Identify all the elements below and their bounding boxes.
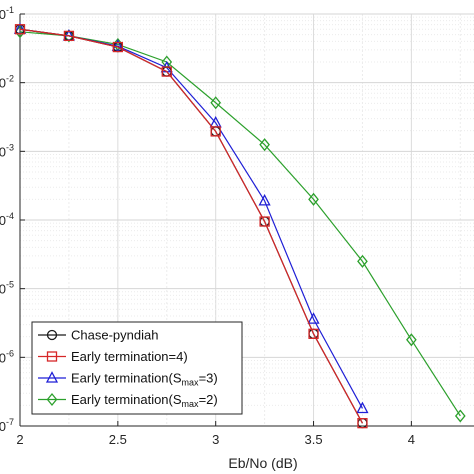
legend-entry: Early termination(Smax=2) (38, 392, 218, 409)
x-tick-label: 3.5 (304, 432, 322, 447)
legend: Chase-pyndiah Early termination=4) Early t… (31, 321, 243, 415)
series-square (14, 24, 368, 429)
legend-label: Early termination=4) (71, 349, 188, 364)
x-tick-label: 3 (212, 432, 219, 447)
data-point (210, 126, 221, 137)
legend-marker (45, 371, 59, 383)
legend-marker (46, 392, 58, 407)
y-tick-label: 0-5 (0, 280, 14, 297)
data-point (14, 24, 26, 35)
y-tick-label: 0-2 (0, 74, 14, 91)
axes (19, 13, 474, 427)
tick-labels: 2 2.5 3 3.5 4 0-1 0-2 0-3 0-4 0-5 0-6 0-7 (0, 5, 415, 447)
data-point (112, 41, 123, 53)
data-point (161, 66, 172, 77)
legend-marker (46, 329, 58, 341)
data-point (259, 216, 270, 227)
series-line (19, 28, 363, 424)
data-point (63, 29, 75, 43)
legend-entry: Early termination(Smax=3) (38, 371, 218, 388)
legend-label: Early termination(Smax=2) (71, 392, 218, 409)
data-point (307, 312, 320, 324)
legend-entry: Early termination=4) (38, 349, 188, 364)
y-tick-label: 0-7 (0, 417, 14, 434)
data-point (357, 418, 368, 429)
x-tick-label: 2.5 (109, 432, 127, 447)
data-point (454, 409, 466, 423)
legend-marker (46, 351, 58, 362)
x-tick-label: 2 (16, 432, 23, 447)
legend-label: Chase-pyndiah (71, 328, 158, 343)
legend-entry: Chase-pyndiah (38, 328, 158, 343)
data-point (111, 39, 124, 51)
data-point (357, 254, 368, 268)
y-tick-label: 0-1 (0, 5, 14, 22)
legend-label: Early termination(Smax=3) (71, 371, 218, 388)
y-tick-label: 0-4 (0, 211, 14, 228)
legend-box (31, 321, 243, 415)
data-point (258, 193, 271, 206)
data-point (63, 30, 75, 42)
series-line (19, 31, 461, 417)
y-tick-label: 0-3 (0, 142, 14, 159)
data-point (308, 328, 319, 339)
x-axis-label: Eb/No (dB) (228, 455, 297, 471)
series-group (13, 22, 466, 429)
y-tick-label: 0-6 (0, 348, 14, 365)
data-point (356, 401, 369, 414)
data-point (210, 96, 222, 110)
data-point (406, 333, 417, 347)
data-point (259, 138, 270, 152)
data-point (308, 192, 319, 206)
x-tick-label: 4 (408, 432, 415, 447)
